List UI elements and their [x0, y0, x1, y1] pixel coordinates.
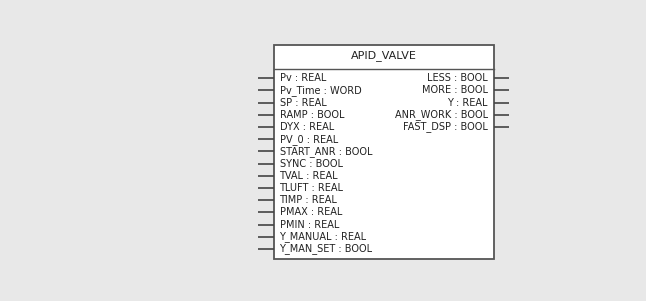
- Text: TIMP : REAL: TIMP : REAL: [280, 195, 337, 205]
- Text: START_ANR : BOOL: START_ANR : BOOL: [280, 146, 372, 157]
- Text: SYNC : BOOL: SYNC : BOOL: [280, 159, 342, 169]
- Text: ANR_WORK : BOOL: ANR_WORK : BOOL: [395, 109, 488, 120]
- Text: TVAL : REAL: TVAL : REAL: [280, 171, 338, 181]
- Text: Y : REAL: Y : REAL: [447, 98, 488, 107]
- Text: MORE : BOOL: MORE : BOOL: [422, 85, 488, 95]
- Text: Y_MAN_SET : BOOL: Y_MAN_SET : BOOL: [280, 244, 373, 254]
- Text: RAMP : BOOL: RAMP : BOOL: [280, 110, 344, 120]
- Text: TLUFT : REAL: TLUFT : REAL: [280, 183, 344, 193]
- Text: PMIN : REAL: PMIN : REAL: [280, 220, 339, 230]
- Text: Pv : REAL: Pv : REAL: [280, 73, 326, 83]
- Text: PV_0 : REAL: PV_0 : REAL: [280, 134, 338, 145]
- Text: APID_VALVE: APID_VALVE: [351, 50, 417, 61]
- Text: Y_MANUAL : REAL: Y_MANUAL : REAL: [280, 231, 367, 242]
- Text: DYX : REAL: DYX : REAL: [280, 122, 334, 132]
- Bar: [273, 45, 494, 259]
- Text: LESS : BOOL: LESS : BOOL: [427, 73, 488, 83]
- Text: FAST_DSP : BOOL: FAST_DSP : BOOL: [403, 122, 488, 132]
- Text: SP : REAL: SP : REAL: [280, 98, 326, 107]
- Text: PMAX : REAL: PMAX : REAL: [280, 207, 342, 217]
- Text: Pv_Time : WORD: Pv_Time : WORD: [280, 85, 361, 96]
